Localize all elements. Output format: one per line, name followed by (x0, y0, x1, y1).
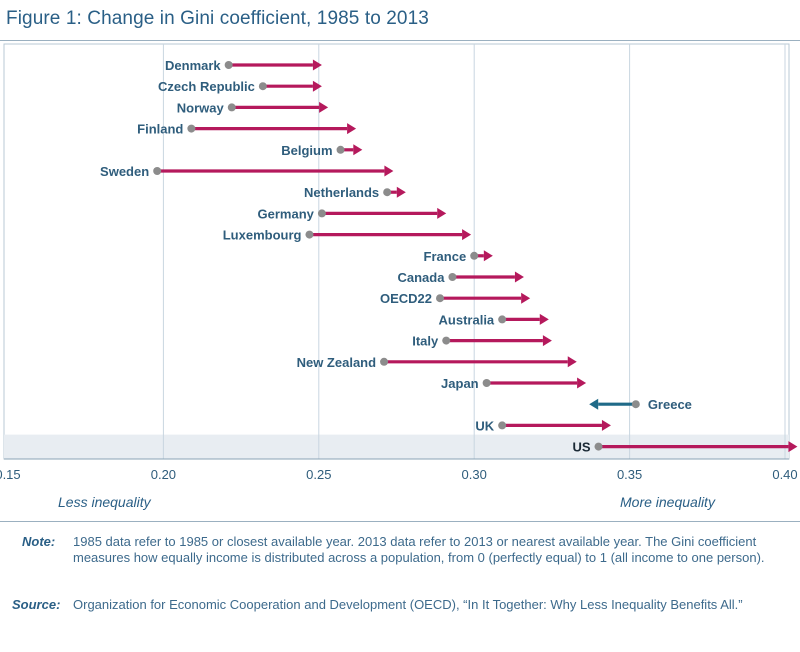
dot-1985 (594, 442, 603, 451)
arrowhead-2013 (521, 292, 531, 304)
title-divider (0, 40, 800, 41)
country-label: Japan (441, 376, 479, 391)
arrowhead-2013 (567, 356, 577, 368)
arrowhead-2013 (577, 377, 587, 389)
arrowhead-2013 (542, 335, 552, 347)
dot-1985 (380, 357, 389, 366)
dot-1985 (482, 379, 491, 387)
dot-1985 (383, 188, 392, 197)
dot-1985 (498, 421, 507, 430)
x-tick-label: 0.15 (0, 467, 21, 482)
x-tick-label: 0.30 (462, 467, 487, 482)
dot-1985 (470, 251, 479, 260)
country-label: Germany (258, 206, 315, 221)
country-label: Canada (397, 270, 445, 285)
arrowhead-2013 (483, 250, 493, 262)
arrowhead-2013 (312, 59, 322, 71)
x-tick-label: 0.35 (617, 467, 642, 482)
gini-chart: 0.15 0.20 0.25 0.30 0.35 0.40 Denmark Czech Rep… (0, 43, 798, 482)
chart-title: Figure 1: Change in Gini coefficient, 19… (6, 8, 429, 29)
arrowhead-2013 (788, 441, 798, 453)
arrowhead-2013 (396, 186, 406, 198)
note-text: 1985 data refer to 1985 or closest avail… (73, 534, 765, 565)
dot-1985 (227, 103, 236, 112)
x-tick-label: 0.25 (306, 467, 331, 482)
x-tick-label: 0.40 (772, 467, 797, 482)
country-label: US (572, 440, 590, 455)
arrowhead-2013 (601, 419, 611, 431)
arrowhead-2013 (462, 229, 472, 241)
country-label: France (424, 249, 467, 264)
x-tick-label: 0.20 (151, 467, 176, 482)
source-text: Organization for Economic Cooperation an… (73, 597, 743, 612)
axis-note-right: More inequality (620, 494, 715, 510)
country-label: Greece (648, 397, 692, 412)
dot-1985 (305, 230, 314, 239)
arrowhead-2013 (437, 207, 447, 219)
arrowhead-2013 (384, 165, 394, 177)
country-label: Finland (137, 122, 183, 137)
dot-1985 (336, 145, 345, 154)
source-label: Source: (12, 597, 61, 612)
dot-1985 (436, 294, 445, 303)
dot-1985 (448, 273, 457, 281)
dot-1985 (631, 400, 640, 409)
country-label: Australia (439, 312, 495, 327)
dot-1985 (258, 82, 267, 91)
arrowhead-2013 (539, 313, 549, 325)
arrowhead-2013 (514, 271, 524, 283)
country-label: OECD22 (380, 291, 432, 306)
country-label: Italy (412, 334, 439, 349)
country-label: Belgium (281, 143, 332, 158)
country-label: Czech Republic (158, 79, 255, 94)
footnote-divider (0, 521, 800, 522)
country-label: Denmark (165, 58, 221, 73)
country-label: New Zealand (297, 355, 377, 370)
country-label: Luxembourg (223, 228, 302, 243)
arrowhead-2013 (353, 144, 363, 156)
arrowhead-2013 (347, 123, 357, 135)
country-label: Norway (177, 100, 225, 115)
dot-1985 (153, 167, 162, 175)
dot-1985 (187, 124, 196, 133)
arrowhead-2013 (312, 80, 322, 92)
arrowhead-2013 (319, 101, 329, 113)
country-label: Netherlands (304, 185, 379, 200)
dot-1985 (498, 315, 507, 324)
country-label: Sweden (100, 164, 149, 179)
note-label: Note: (22, 534, 56, 549)
axis-note-left: Less inequality (58, 494, 151, 510)
arrowhead-2013-decrease (589, 398, 599, 410)
country-label: UK (475, 418, 494, 433)
dot-1985 (224, 61, 233, 69)
dot-1985 (442, 336, 451, 345)
dot-1985 (317, 209, 326, 218)
